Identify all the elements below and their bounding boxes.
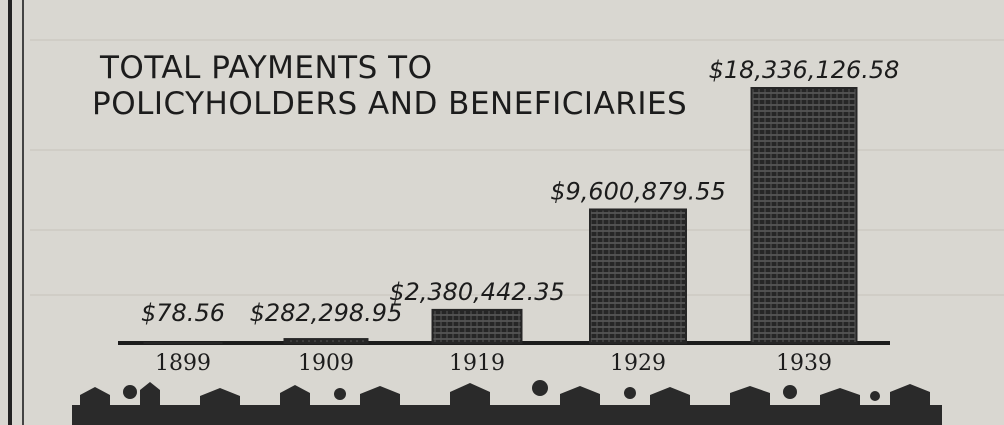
chart-title: TOTAL PAYMENTS TO <box>99 50 432 86</box>
x-tick-label: 1919 <box>449 351 505 376</box>
left-border <box>8 0 12 425</box>
x-tick-label: 1929 <box>610 351 666 376</box>
x-tick-label: 1909 <box>298 351 354 376</box>
chart-title: POLICYHOLDERS AND BENEFICIARIES <box>92 86 687 122</box>
value-label: $9,600,879.55 <box>550 177 726 205</box>
value-label: $78.56 <box>141 299 225 327</box>
value-label: $2,380,442.35 <box>389 278 565 306</box>
page: TOTAL PAYMENTS TO POLICYHOLDERS AND BENE… <box>0 0 1004 425</box>
left-border <box>22 0 24 425</box>
x-tick-label: 1899 <box>155 351 211 376</box>
bar <box>590 209 686 343</box>
value-label: $282,298.95 <box>250 299 403 327</box>
bar <box>433 310 522 343</box>
value-label: $18,336,126.58 <box>709 56 900 84</box>
chart: TOTAL PAYMENTS TO POLICYHOLDERS AND BENE… <box>0 0 1004 425</box>
bar <box>752 88 857 343</box>
bar <box>285 339 368 343</box>
x-tick-label: 1939 <box>776 351 832 376</box>
